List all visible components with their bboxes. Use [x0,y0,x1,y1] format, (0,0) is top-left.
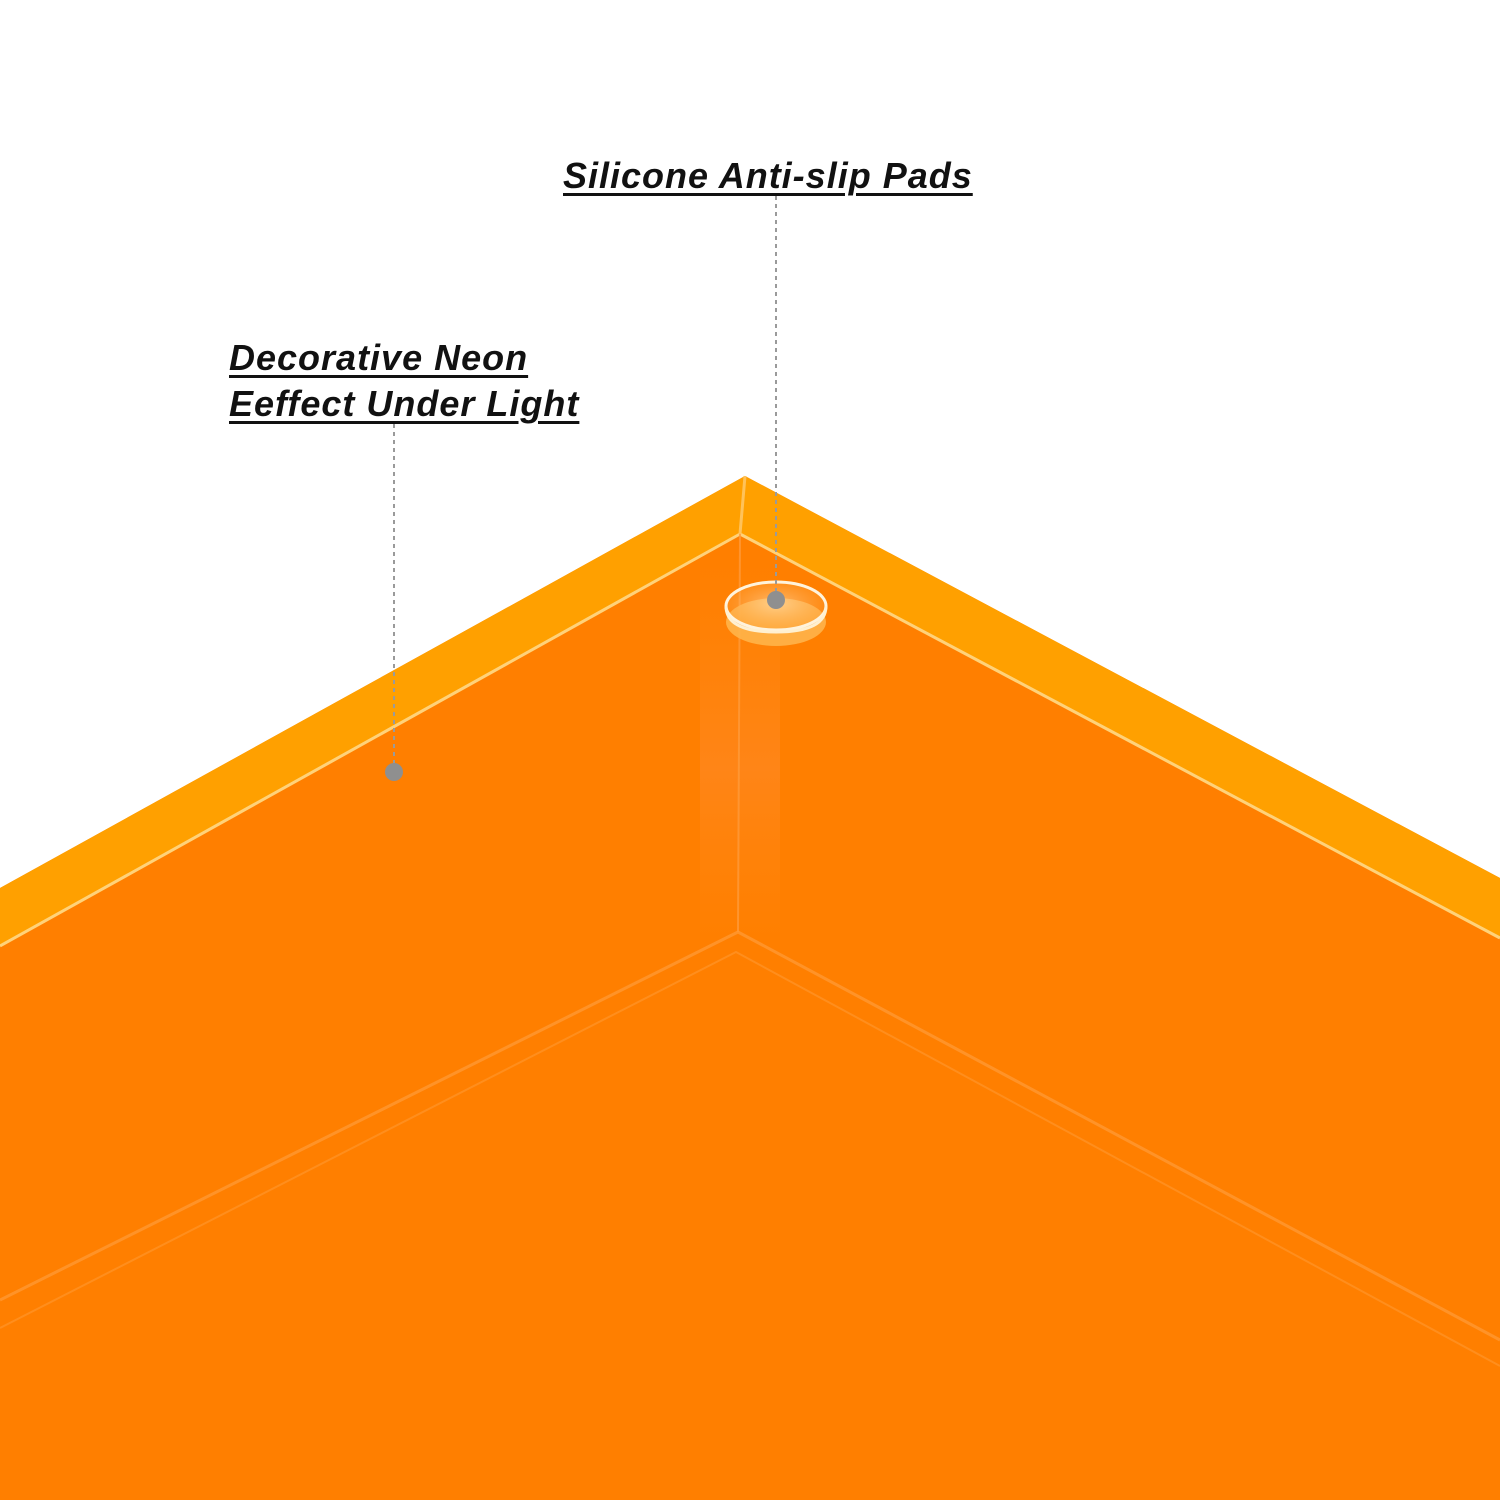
floor-bevel-inner [0,950,1500,1367]
neon-effect-label-line2: Eeffect Under Light [229,383,580,424]
rim-corner-edge [738,475,747,535]
floor-bevel-outer [0,930,1500,1342]
neon-leader-dot [385,763,403,781]
silicone-pads-label: Silicone Anti-slip Pads [563,155,973,196]
tray-rim-right [740,476,1500,938]
rim-highlight-right [739,532,1500,940]
pads-leader-dot [767,591,785,609]
rim-highlight-left [0,532,741,948]
neon-effect-label-line1: Decorative Neon [229,337,529,378]
tray-rim-left [0,476,745,946]
neon-effect-label: Decorative Neon Eeffect Under Light [229,335,579,427]
